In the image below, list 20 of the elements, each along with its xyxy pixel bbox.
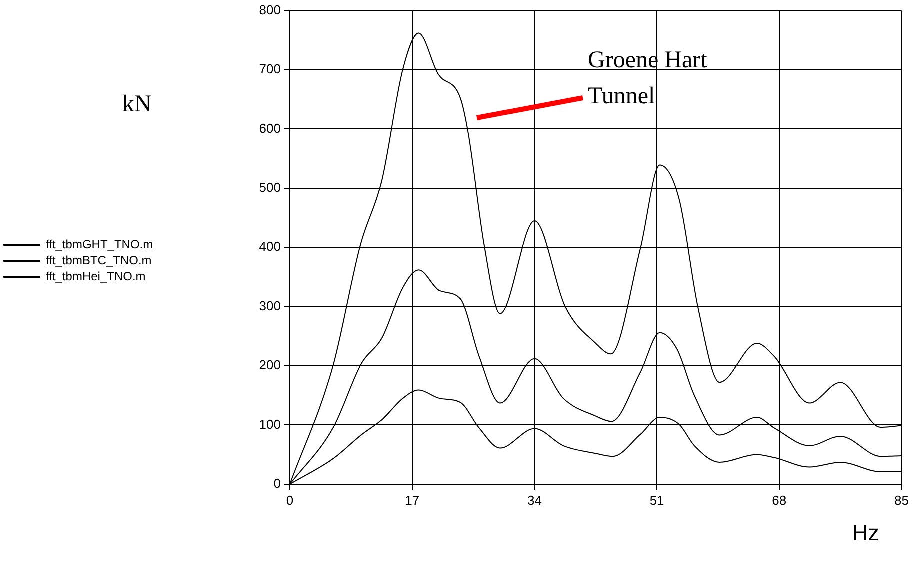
y-axis-title: kN xyxy=(122,91,152,118)
y-tick-label: 500 xyxy=(259,180,281,195)
x-tick-label: 17 xyxy=(405,492,420,508)
x-tick-label: 68 xyxy=(772,492,787,508)
x-tick-label: 51 xyxy=(650,492,664,508)
y-tick-label: 400 xyxy=(259,239,281,254)
y-tick-label: 700 xyxy=(259,62,281,77)
x-tick-label: 34 xyxy=(527,492,542,508)
x-axis-title: Hz xyxy=(852,520,880,546)
y-tick-label: 200 xyxy=(259,358,281,373)
y-tick-label: 0 xyxy=(274,476,281,491)
x-tick-label: 85 xyxy=(894,492,910,508)
y-tick-label: 100 xyxy=(259,416,281,432)
legend-label: fft_tbmBTC_TNO.m xyxy=(46,253,152,268)
x-tick-label: 0 xyxy=(286,492,294,508)
y-tick-label: 300 xyxy=(259,298,281,314)
legend-label: fft_tbmGHT_TNO.m xyxy=(46,237,154,252)
y-tick-label: 600 xyxy=(259,120,281,136)
legend-label: fft_tbmHei_TNO.m xyxy=(46,269,146,284)
y-tick-label: 800 xyxy=(259,2,281,18)
